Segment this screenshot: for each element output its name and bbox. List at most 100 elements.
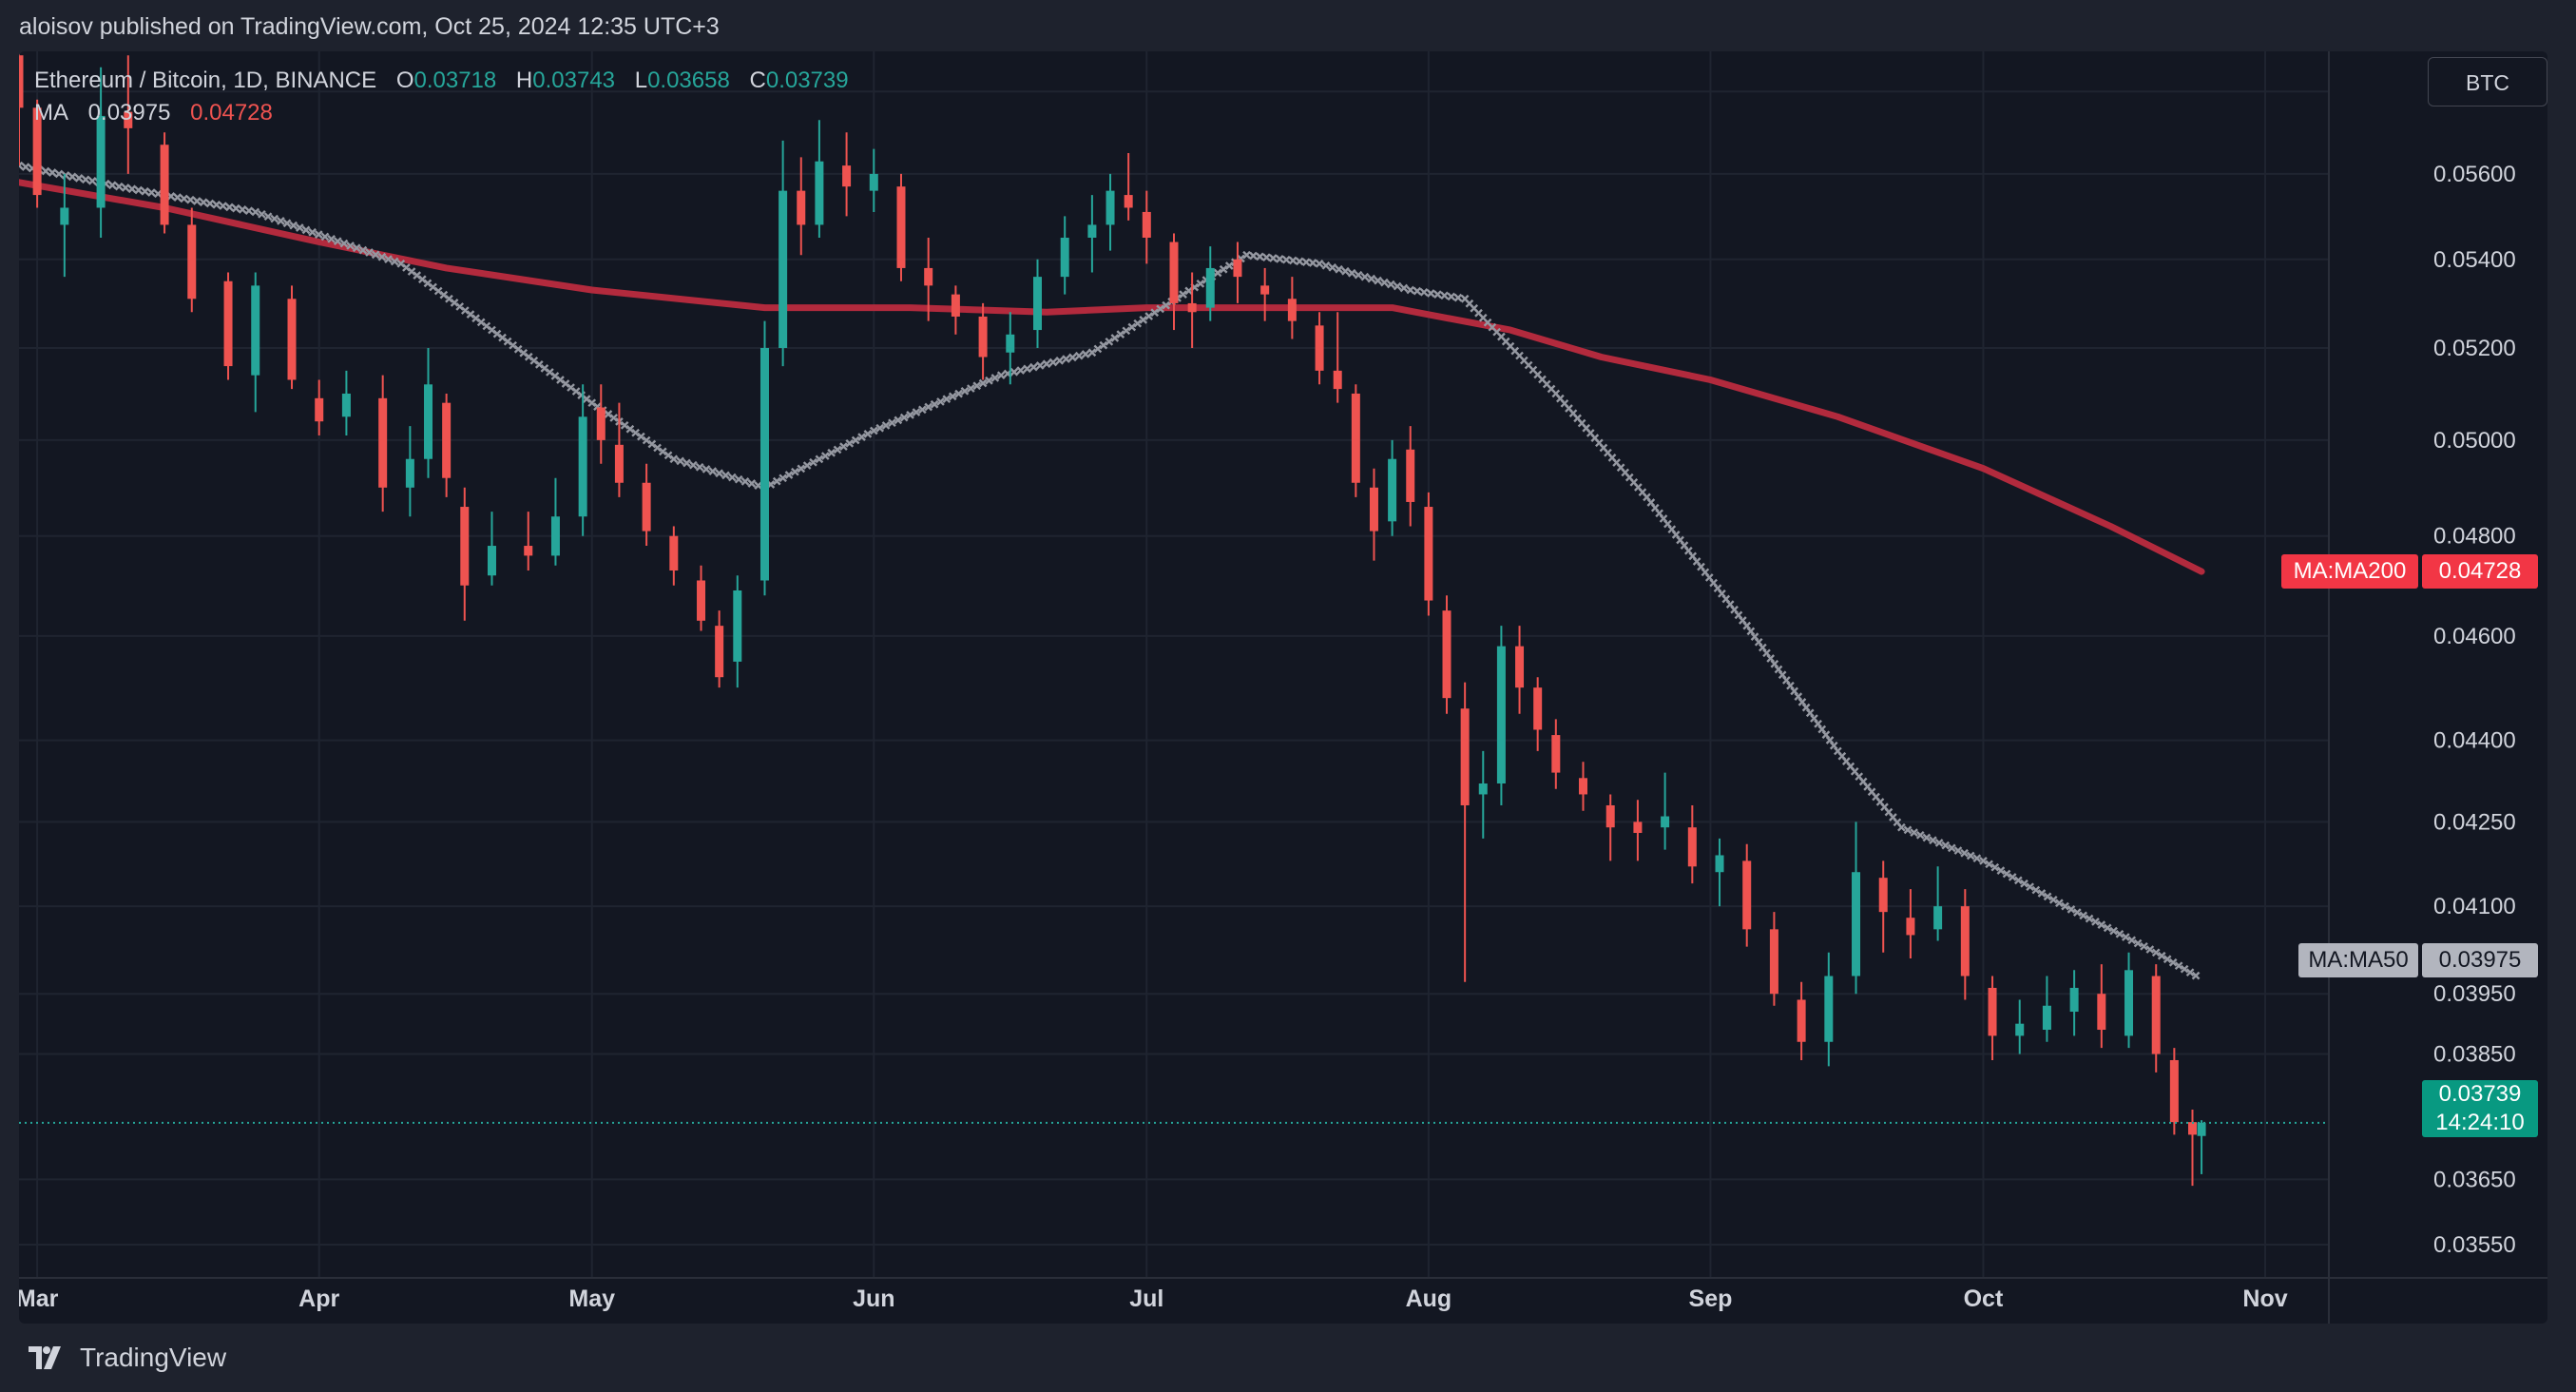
ma50-marker: [134, 185, 144, 195]
candle-body: [2015, 1023, 2025, 1036]
ma50-marker: [791, 467, 799, 476]
ma50-marker: [333, 237, 342, 246]
candle-body: [1533, 687, 1543, 730]
candle-body: [1515, 646, 1525, 688]
ma50-marker: [1093, 344, 1103, 354]
legend-low-value: 0.03658: [647, 68, 730, 93]
ma50-marker: [734, 474, 743, 484]
chart-panel[interactable]: 0.058000.056000.054000.052000.050000.048…: [19, 51, 2547, 1324]
ma50-marker: [1184, 286, 1194, 296]
ma50-marker: [244, 206, 254, 216]
candle-body: [733, 590, 742, 662]
candle-body: [896, 186, 906, 268]
legend-open-label: O: [395, 68, 414, 93]
ma50-marker: [1966, 851, 1975, 860]
legend-high-label: H: [515, 68, 533, 93]
ma50-marker: [2079, 911, 2088, 920]
candle-body: [424, 384, 433, 459]
ma50-marker: [1242, 250, 1251, 260]
ma50-marker: [186, 195, 195, 204]
candle-body: [924, 267, 933, 286]
ma50-marker: [1335, 264, 1343, 274]
candle-body: [1233, 259, 1242, 278]
ma50-marker: [1915, 830, 1925, 840]
ma50-marker: [2180, 964, 2189, 974]
ma50-marker: [653, 443, 662, 453]
ma50-marker: [365, 248, 374, 257]
ma50-marker: [199, 198, 208, 207]
candle-body: [60, 207, 69, 225]
ma50-marker: [289, 221, 298, 230]
chart-canvas[interactable]: 0.058000.056000.054000.052000.050000.048…: [19, 51, 2547, 1324]
ma50-marker: [1426, 289, 1435, 298]
candle-body: [1124, 195, 1133, 208]
ma50-marker: [1048, 358, 1058, 367]
ma50-marker: [1016, 366, 1026, 375]
ma50-marker: [2157, 951, 2166, 960]
price-tick-label: 0.03650: [2433, 1167, 2516, 1192]
candle-body: [869, 173, 878, 191]
ma50-marker: [1127, 322, 1137, 332]
candle-body: [32, 107, 42, 196]
ma50-marker: [708, 467, 718, 475]
ma200-name-tag: MA:MA200: [2281, 554, 2418, 589]
ma50-marker: [2140, 941, 2148, 951]
ma50-marker: [339, 239, 349, 248]
candle-body: [1878, 878, 1888, 913]
candle-body: [341, 393, 351, 417]
ma50-marker: [1116, 330, 1125, 338]
price-tick-label: 0.05600: [2433, 162, 2516, 187]
candle-body: [1369, 487, 1378, 532]
ma50-marker: [295, 223, 304, 232]
ma50-marker: [2121, 933, 2130, 941]
price-axis[interactable]: 0.058000.056000.054000.052000.050000.048…: [2433, 79, 2516, 1258]
ma50-marker: [1068, 353, 1077, 362]
ma50-marker: [1953, 846, 1963, 855]
ma50-marker: [87, 176, 97, 185]
price-tick-label: 0.05000: [2433, 428, 2516, 454]
ma50-marker: [2115, 929, 2124, 938]
time-axis[interactable]: Mar Apr May Jun Jul Aug Sep Oct Nov: [19, 1286, 2288, 1312]
ma50-marker: [747, 479, 757, 488]
candle-body: [2151, 976, 2161, 1054]
ma50-marker: [869, 426, 878, 435]
candle-body: [2124, 970, 2134, 1036]
ma50-marker: [954, 389, 963, 398]
ma50-marker: [1105, 337, 1114, 346]
candle-body: [578, 416, 587, 517]
price-tick-label: 0.03950: [2433, 981, 2516, 1007]
ma50-marker: [960, 386, 970, 396]
candle-body: [978, 316, 988, 358]
ma50-marker: [1347, 268, 1356, 278]
currency-button[interactable]: BTC: [2428, 57, 2547, 106]
legend-ma200-value: 0.04728: [190, 100, 273, 126]
candle-body: [1852, 872, 1861, 976]
ma50-marker: [270, 214, 279, 223]
ma50-marker: [1262, 253, 1271, 262]
ma50-marker: [2109, 926, 2118, 936]
ma50-marker: [1042, 359, 1051, 369]
ma50-marker: [121, 184, 130, 192]
ma50-marker: [1139, 316, 1148, 324]
ma50-marker: [906, 410, 914, 419]
ma50-marker: [192, 197, 202, 205]
footer-branding[interactable]: TradingView: [19, 1339, 226, 1377]
price-tick-label: 0.03850: [2433, 1042, 2516, 1068]
ma50-marker: [721, 471, 730, 480]
chart-legend: Ethereum / Bitcoin, 1D, BINANCE O0.03718…: [34, 65, 849, 129]
candle-body: [550, 516, 560, 556]
legend-ma-row[interactable]: MA 0.03975 0.04728: [34, 97, 849, 129]
ma50-marker: [346, 242, 355, 250]
ma50-marker: [1972, 854, 1982, 863]
ma50-marker: [74, 174, 84, 183]
ma50-marker: [702, 465, 711, 474]
grid: [19, 51, 2547, 1324]
ma50-marker: [857, 433, 866, 442]
candle-body: [378, 397, 388, 488]
candle-body: [1960, 906, 1970, 976]
ma50-marker: [258, 209, 266, 219]
ma50-marker: [308, 227, 317, 237]
ma50-marker: [2055, 899, 2064, 908]
ma50-marker: [377, 252, 387, 261]
ma50-marker: [727, 473, 737, 482]
